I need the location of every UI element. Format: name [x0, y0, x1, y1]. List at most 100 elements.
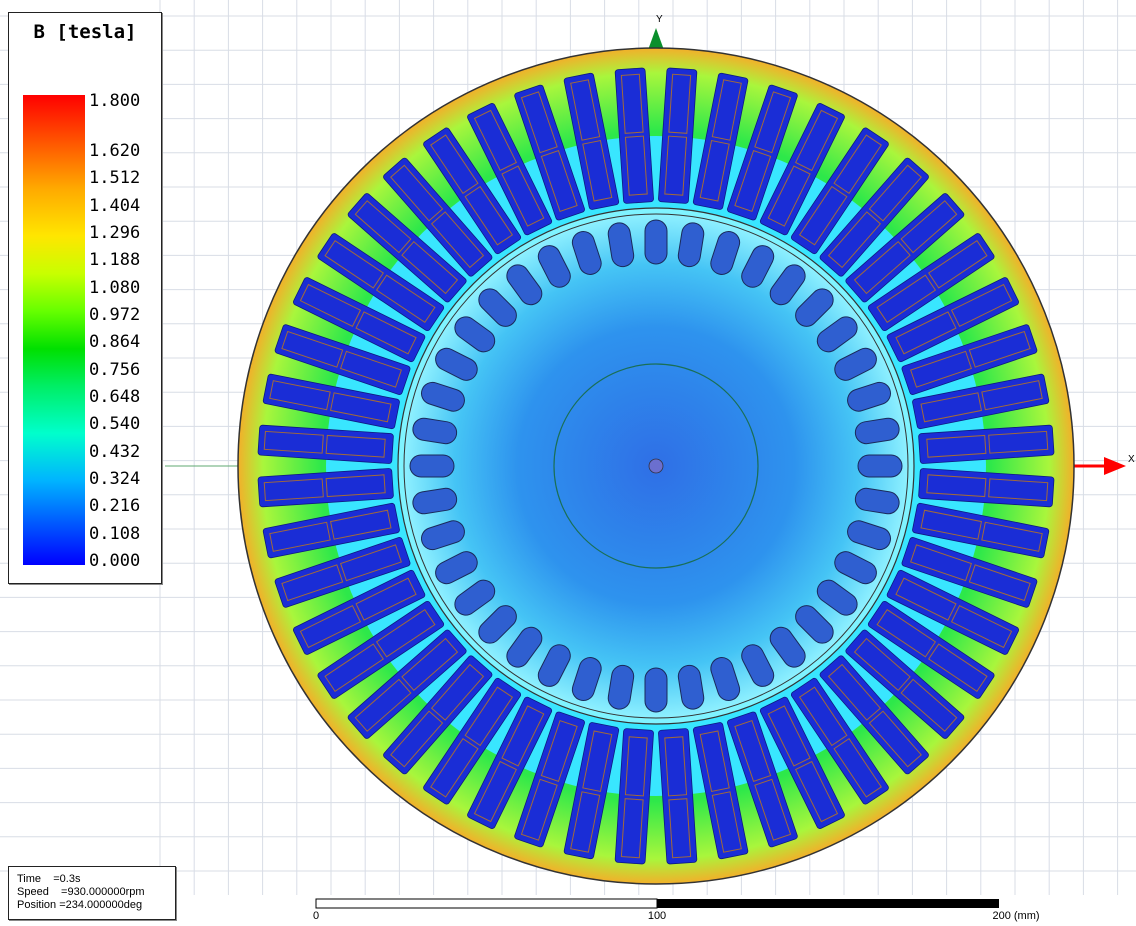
rotor-bar: [816, 579, 858, 616]
simulation-info-box: Time =0.3s Speed =930.000000rpm Position…: [8, 866, 176, 920]
rotor-bar: [537, 644, 571, 687]
legend-tick: 0.000: [89, 551, 141, 571]
legend-tick: 0.540: [89, 414, 141, 435]
legend-tick: 0.756: [89, 359, 141, 380]
rotor-bar: [847, 520, 891, 551]
y-axis-arrow: [648, 28, 664, 50]
speed-readout: Speed =930.000000rpm: [17, 886, 145, 898]
stator-slot: [727, 711, 798, 848]
stator-slot: [901, 324, 1038, 395]
rotor-bar: [454, 316, 496, 353]
legend-tick: 0.648: [89, 387, 141, 407]
stator-slot: [317, 600, 445, 699]
stator-slot: [886, 277, 1019, 363]
rotor-bar: [571, 231, 602, 275]
stator-slot: [423, 677, 522, 805]
legend-tick: 1.080: [89, 277, 141, 298]
y-axis-label: Y: [656, 14, 663, 25]
rotor-bar: [571, 657, 602, 701]
stator-slot: [845, 629, 965, 739]
rotor-bar: [607, 222, 635, 268]
stator-slot: [383, 157, 493, 277]
stator-slot: [614, 728, 654, 865]
stator-slot: [257, 468, 394, 508]
scale-bar: [315, 898, 999, 909]
stator-slot: [912, 502, 1050, 559]
legend-tick: 1.512: [89, 168, 141, 189]
legend-tick: 0.972: [89, 305, 141, 325]
rotor-bar: [834, 347, 877, 381]
rotor-bar: [677, 222, 705, 268]
rotor-bar: [454, 579, 496, 616]
stator-slot: [918, 468, 1055, 508]
stator-slot: [563, 722, 620, 860]
rotor-bar: [769, 626, 806, 668]
stator-slot: [790, 677, 889, 805]
stator-slot: [317, 233, 445, 332]
stator-slot: [293, 569, 426, 655]
rotor-bar: [412, 417, 458, 445]
stator-slot: [658, 728, 698, 865]
stator-slot: [467, 103, 553, 236]
stator-slot: [692, 72, 749, 210]
stator-slot: [867, 600, 995, 699]
rotor-bar: [435, 551, 478, 585]
stator-slot: [918, 424, 1055, 464]
rotor-bar: [741, 245, 775, 288]
rotor-bar: [409, 454, 455, 478]
stator-slots: [257, 67, 1055, 865]
rotor-bar: [834, 551, 877, 585]
rotor-bar: [677, 664, 705, 710]
rotor-bar: [847, 381, 891, 412]
rotor-bars: [409, 219, 903, 713]
rotor-bar: [644, 667, 668, 713]
scale-label-100: 100: [647, 910, 667, 922]
stator-slot: [563, 72, 620, 210]
rotor-bar: [478, 605, 517, 644]
rotor-bar: [478, 288, 517, 327]
stator-slot: [759, 696, 845, 829]
rotor-bar: [857, 454, 903, 478]
stator-slot: [262, 373, 400, 430]
stator-slot: [274, 324, 411, 395]
legend-tick: 1.800: [89, 91, 141, 111]
stator-slot: [727, 84, 798, 221]
stator-slot: [467, 696, 553, 829]
stator-slot: [423, 127, 522, 255]
time-readout: Time =0.3s: [17, 873, 81, 885]
rotor-bar: [421, 520, 465, 551]
legend-tick: 1.620: [89, 141, 141, 161]
x-axis-label: X: [1128, 454, 1135, 465]
stator-slot: [790, 127, 889, 255]
legend-tick: 0.864: [89, 332, 141, 353]
stator-slot: [274, 537, 411, 608]
motor-cross-section[interactable]: [237, 47, 1075, 885]
rotor-bar: [421, 381, 465, 412]
rotor-bar: [710, 657, 741, 701]
rotor-bar: [816, 316, 858, 353]
stator-slot: [912, 373, 1050, 430]
color-legend[interactable]: B [tesla] 1.800 1.620 1.512 1.404 1.296 1.188…: [8, 12, 162, 584]
legend-color-bar: [23, 95, 85, 565]
stator-slot: [658, 67, 698, 204]
stator-slot: [759, 103, 845, 236]
legend-tick: 0.432: [89, 441, 141, 462]
stator-slot: [383, 655, 493, 775]
shaft-center: [648, 458, 664, 474]
stator-slot: [514, 711, 585, 848]
stator-slot: [886, 569, 1019, 655]
legend-tick: 0.108: [89, 523, 141, 544]
legend-tick: 0.324: [89, 469, 141, 489]
stator-slot: [692, 722, 749, 860]
position-readout: Position =234.000000deg: [17, 899, 143, 911]
rotor-bar: [506, 626, 543, 668]
rotor-bar: [537, 245, 571, 288]
rotor-bar: [412, 487, 458, 515]
rotor-bar: [795, 605, 834, 644]
stator-slot: [845, 193, 965, 303]
rotor-bar: [854, 487, 900, 515]
stator-slot: [614, 67, 654, 204]
stator-slot: [262, 502, 400, 559]
rotor-bar: [607, 664, 635, 710]
